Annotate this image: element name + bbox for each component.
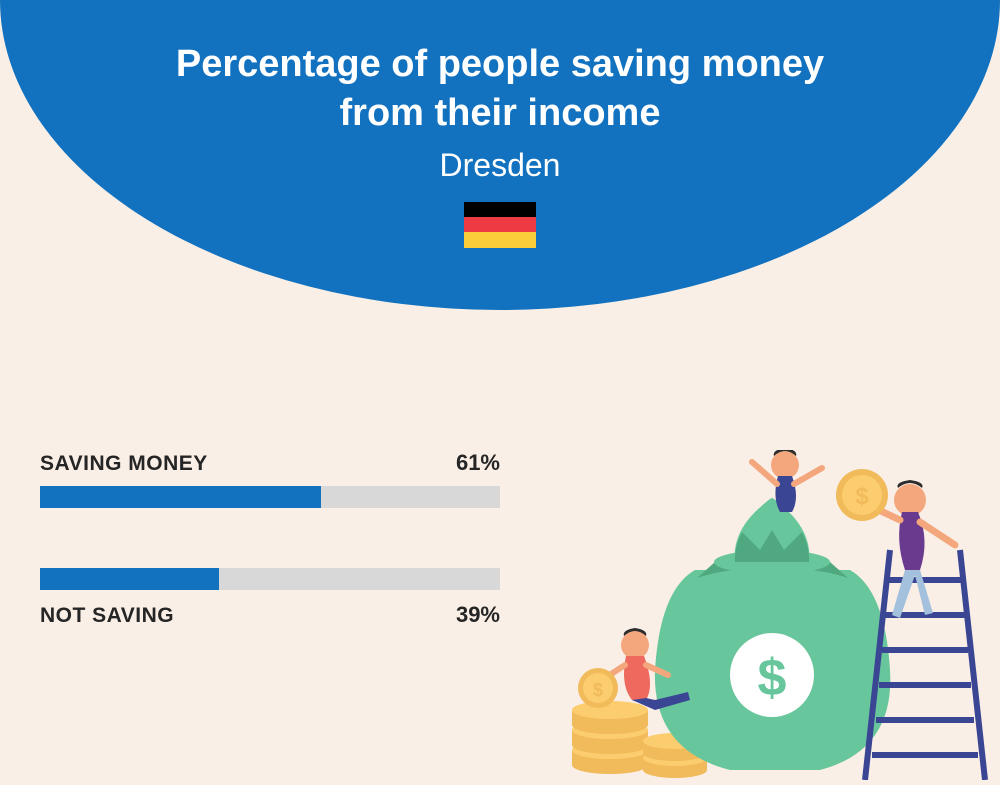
- person-top-icon: [752, 450, 822, 512]
- svg-text:$: $: [855, 483, 869, 510]
- bar-label: NOT SAVING: [40, 604, 174, 628]
- bar-fill: [40, 486, 321, 508]
- bar-group-saving: SAVING MONEY 61%: [40, 450, 500, 508]
- germany-flag-icon: [464, 202, 536, 248]
- bar-track: [40, 486, 500, 508]
- money-illustration: $ $: [560, 450, 990, 780]
- bar-value: 61%: [456, 450, 500, 476]
- header: Percentage of people saving money from t…: [0, 40, 1000, 248]
- bar-label: SAVING MONEY: [40, 452, 208, 476]
- money-bag-icon: $: [655, 498, 890, 770]
- bars-container: SAVING MONEY 61% NOT SAVING 39%: [40, 450, 500, 688]
- bar-value: 39%: [456, 602, 500, 628]
- svg-text:$: $: [593, 680, 603, 700]
- bar-fill: [40, 568, 219, 590]
- bar-group-notsaving: NOT SAVING 39%: [40, 568, 500, 628]
- title-line-2: from their income: [0, 89, 1000, 138]
- subtitle: Dresden: [0, 147, 1000, 184]
- title-line-1: Percentage of people saving money: [0, 40, 1000, 89]
- bar-track: [40, 568, 500, 590]
- svg-text:$: $: [758, 649, 787, 707]
